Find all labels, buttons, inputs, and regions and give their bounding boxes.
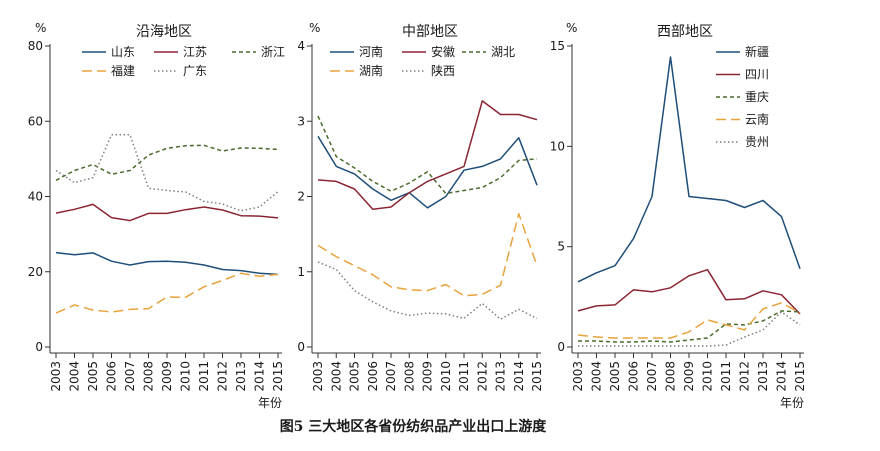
y-tick-label: 10 [550, 139, 565, 153]
series-line [55, 144, 279, 181]
x-axis-title: 年份 [258, 396, 282, 410]
x-tick-label: 2010 [439, 361, 453, 392]
y-tick-label: 0 [35, 340, 43, 354]
x-tick-label: 2007 [384, 361, 398, 392]
legend-label: 广东 [183, 64, 207, 78]
y-unit-label: % [35, 21, 46, 35]
series-line [317, 100, 538, 211]
chart-panel-3: 西部地区% 0 5 10 15 2003 2004 2005 2006 2007 2008 2009 2… [550, 21, 807, 410]
legend-label: 湖南 [359, 63, 383, 78]
y-tick-label: 5 [557, 240, 565, 254]
chart-panel-2: 中部地区% 0 1 2 3 4 2003 2004 2005 2006 2007 2008 2009 20… [297, 21, 544, 392]
legend-label: 新疆 [745, 44, 769, 59]
x-tick-label: 2013 [494, 361, 508, 392]
legend-label: 贵州 [745, 135, 769, 149]
x-tick-label: 2011 [719, 361, 733, 392]
series-line [577, 302, 801, 339]
y-tick-label: 0 [557, 340, 565, 354]
x-tick-label: 2011 [197, 361, 211, 392]
x-tick-label: 2006 [627, 361, 641, 392]
x-tick-label: 2008 [142, 361, 156, 392]
y-unit-label: % [309, 21, 320, 35]
x-tick-label: 2014 [775, 361, 789, 392]
figure-caption: 图5 三大地区各省份纺织品产业出口上游度 [280, 418, 548, 435]
x-axis-title: 年份 [780, 396, 804, 410]
series-line [55, 134, 279, 212]
series-line [55, 203, 279, 222]
x-tick-label: 2014 [253, 361, 267, 392]
legend-label: 安徽 [431, 44, 455, 59]
legend-label: 陕西 [431, 63, 455, 78]
x-tick-label: 2005 [608, 361, 622, 392]
x-tick-label: 2009 [160, 361, 174, 392]
y-tick-label: 3 [297, 114, 305, 128]
x-tick-label: 2012 [216, 361, 230, 392]
x-tick-label: 2005 [348, 361, 362, 392]
x-tick-label: 2015 [793, 361, 807, 392]
legend-label: 江苏 [183, 45, 207, 59]
x-tick-label: 2009 [682, 361, 696, 392]
y-tick-label: 40 [28, 190, 43, 204]
x-tick-label: 2010 [701, 361, 715, 392]
legend-label: 四川 [745, 68, 769, 82]
series-line [578, 311, 801, 347]
series-line [317, 115, 538, 195]
y-tick-label: 60 [28, 114, 43, 128]
series-line [317, 135, 538, 209]
x-tick-label: 2003 [49, 361, 63, 392]
x-tick-label: 2003 [571, 361, 585, 392]
legend-label: 山东 [111, 45, 135, 59]
series-line [55, 272, 279, 314]
x-tick-label: 2011 [457, 361, 471, 392]
series-line [577, 56, 801, 283]
x-tick-label: 2013 [756, 361, 770, 392]
y-tick-label: 2 [297, 190, 305, 204]
x-tick-label: 2015 [271, 361, 285, 392]
x-tick-label: 2004 [68, 361, 82, 392]
x-tick-label: 2012 [475, 361, 489, 392]
x-tick-label: 2015 [530, 361, 544, 392]
y-tick-label: 1 [297, 265, 305, 279]
panel-title: 中部地区 [402, 24, 458, 40]
legend-label: 福建 [111, 63, 135, 78]
series-line [55, 251, 279, 276]
x-tick-label: 2005 [86, 361, 100, 392]
x-tick-label: 2004 [329, 361, 343, 392]
x-tick-label: 2003 [311, 361, 325, 392]
x-tick-label: 2004 [590, 361, 604, 392]
legend-label: 河南 [359, 44, 383, 59]
x-tick-label: 2007 [123, 361, 137, 392]
legend-label: 浙江 [261, 45, 285, 59]
x-tick-label: 2008 [402, 361, 416, 392]
legend-label: 湖北 [491, 44, 515, 59]
x-tick-label: 2009 [421, 361, 435, 392]
series-line [317, 213, 538, 297]
x-tick-label: 2008 [664, 361, 678, 392]
chart-panel-1: 沿海地区% 0 20 40 60 80 2003 2004 2005 2006 2007 2008 20… [28, 21, 285, 410]
series-line [578, 310, 801, 343]
x-tick-label: 2013 [234, 361, 248, 392]
panel-title: 沿海地区 [136, 24, 192, 40]
x-tick-label: 2006 [366, 361, 380, 392]
legend-label: 重庆 [745, 90, 769, 104]
y-tick-label: 4 [297, 39, 305, 53]
panel-title: 西部地区 [657, 24, 713, 40]
x-tick-label: 2006 [105, 361, 119, 392]
x-tick-label: 2007 [645, 361, 659, 392]
x-tick-label: 2010 [179, 361, 193, 392]
legend-label: 云南 [745, 112, 769, 127]
y-tick-label: 20 [28, 265, 43, 279]
series-line [577, 268, 801, 315]
x-tick-label: 2012 [738, 361, 752, 392]
y-tick-label: 0 [297, 340, 305, 354]
y-unit-label: % [566, 21, 577, 35]
y-tick-label: 15 [550, 39, 565, 53]
y-tick-label: 80 [28, 39, 43, 53]
x-tick-label: 2014 [512, 361, 526, 392]
